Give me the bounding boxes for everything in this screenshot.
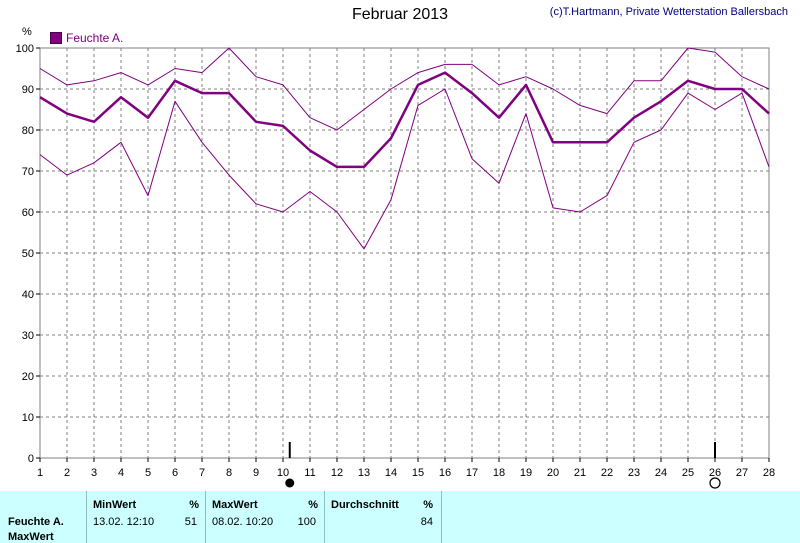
series-line-max bbox=[39, 47, 770, 131]
y-tick-label: 30 bbox=[22, 330, 34, 342]
marker-open-circle bbox=[709, 477, 721, 489]
max-column: MaxWert % 08.02. 10:20 100 bbox=[206, 491, 325, 543]
series-line-min bbox=[39, 88, 770, 250]
max-header: MaxWert bbox=[212, 499, 258, 511]
x-tick-label: 1 bbox=[37, 467, 43, 479]
stats-table: Feuchte A. MaxWert MinWert % 13.02. 12:1… bbox=[0, 491, 800, 543]
row-label-feuchte: Feuchte A. bbox=[8, 516, 64, 528]
x-tick-label: 25 bbox=[682, 467, 694, 479]
min-column: MinWert % 13.02. 12:10 51 bbox=[87, 491, 206, 543]
x-tick-label: 14 bbox=[385, 467, 397, 479]
min-unit-header: % bbox=[189, 499, 199, 511]
x-tick-label: 22 bbox=[601, 467, 613, 479]
x-tick-label: 24 bbox=[655, 467, 667, 479]
x-tick-label: 6 bbox=[172, 467, 178, 479]
credit-text: (c)T.Hartmann, Private Wetterstation Bal… bbox=[549, 6, 788, 18]
x-tick-label: 11 bbox=[304, 467, 315, 479]
x-tick-label: 21 bbox=[574, 467, 586, 479]
x-tick-label: 26 bbox=[709, 467, 721, 479]
y-tick-label: 100 bbox=[16, 43, 34, 55]
max-value: 100 bbox=[297, 516, 316, 528]
x-tick-label: 20 bbox=[547, 467, 559, 479]
x-tick-label: 17 bbox=[466, 467, 478, 479]
empty-column bbox=[442, 491, 790, 543]
min-header: MinWert bbox=[93, 499, 137, 511]
avg-header: Durchschnitt bbox=[331, 499, 399, 511]
x-tick-label: 19 bbox=[520, 467, 532, 479]
series-line-avg bbox=[39, 71, 770, 169]
y-tick-label: 60 bbox=[22, 207, 34, 219]
x-tick-label: 2 bbox=[64, 467, 70, 479]
y-tick-label: 70 bbox=[22, 166, 34, 178]
max-unit-header: % bbox=[308, 499, 318, 511]
legend-swatch bbox=[50, 32, 62, 44]
y-tick-label: 80 bbox=[22, 125, 34, 137]
row-label-column: Feuchte A. MaxWert bbox=[0, 491, 87, 543]
chart-title: Februar 2013 bbox=[351, 6, 449, 23]
legend: Feuchte A. bbox=[50, 31, 123, 45]
y-tick-label: 20 bbox=[22, 371, 34, 383]
x-tick-label: 27 bbox=[736, 467, 748, 479]
x-tick-label: 3 bbox=[91, 467, 97, 479]
x-tick-label: 7 bbox=[199, 467, 205, 479]
x-tick-label: 12 bbox=[331, 467, 343, 479]
y-tick-label: 40 bbox=[22, 289, 34, 301]
x-tick-label: 18 bbox=[493, 467, 505, 479]
max-time: 08.02. 10:20 bbox=[212, 516, 274, 528]
x-tick-label: 5 bbox=[145, 467, 151, 479]
x-tick-label: 28 bbox=[763, 467, 775, 479]
avg-unit-header: % bbox=[423, 499, 433, 511]
y-axis-unit: % bbox=[22, 26, 32, 38]
avg-value: 84 bbox=[420, 516, 433, 528]
row-label-next: MaxWert bbox=[8, 531, 54, 543]
x-tick-label: 4 bbox=[118, 467, 124, 479]
y-tick-label: 50 bbox=[22, 248, 34, 260]
y-tick-label: 0 bbox=[28, 453, 34, 465]
x-tick-label: 10 bbox=[277, 467, 289, 479]
avg-column: Durchschnitt % 84 bbox=[325, 491, 442, 543]
legend-label: Feuchte A. bbox=[66, 31, 124, 45]
x-tick-label: 16 bbox=[439, 467, 451, 479]
y-tick-label: 90 bbox=[22, 84, 34, 96]
x-tick-label: 23 bbox=[628, 467, 640, 479]
min-value: 51 bbox=[184, 516, 197, 528]
x-tick-label: 13 bbox=[358, 467, 370, 479]
x-tick-label: 8 bbox=[226, 467, 232, 479]
marker-filled-circle bbox=[285, 478, 295, 488]
min-time: 13.02. 12:10 bbox=[93, 516, 155, 528]
x-tick-label: 9 bbox=[253, 467, 259, 479]
y-tick-label: 10 bbox=[22, 412, 34, 424]
x-tick-label: 15 bbox=[412, 467, 424, 479]
